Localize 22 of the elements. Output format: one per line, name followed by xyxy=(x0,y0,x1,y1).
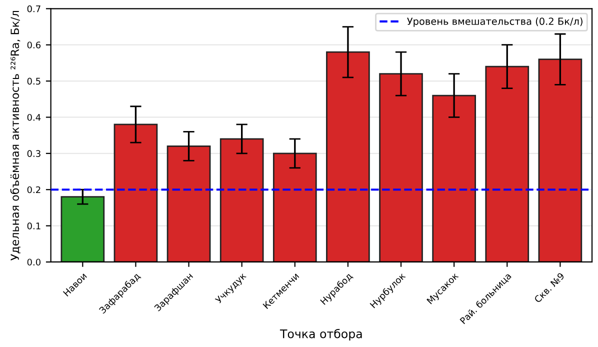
y-tick-label: 0.3 xyxy=(27,150,40,157)
y-tick-label: 0.1 xyxy=(27,222,40,230)
y-tick-label: 0.6 xyxy=(27,42,41,48)
bar xyxy=(485,66,530,262)
y-tick-label: 0.4 xyxy=(27,114,41,121)
y-tick-label: 0.5 xyxy=(27,78,40,85)
bar xyxy=(432,94,476,262)
legend-label: Уровень вмешательства (0.2 Бк/л) xyxy=(407,17,582,27)
bar xyxy=(379,73,423,262)
y-tick-label: 0.2 xyxy=(27,186,40,194)
bar xyxy=(60,196,105,262)
y-axis-title: Удельная объёмная активность ²²⁶Ra, Бк/л xyxy=(10,10,20,260)
bar xyxy=(272,152,317,262)
bar xyxy=(166,145,211,262)
bar xyxy=(114,124,158,262)
bar xyxy=(326,51,370,262)
x-axis-title: Точка отбора xyxy=(280,328,362,341)
x-tick-label: Скв. №9 xyxy=(534,272,565,304)
bar xyxy=(220,138,264,262)
y-tick-label: 0.0 xyxy=(27,258,41,266)
y-tick-label: 0.7 xyxy=(27,5,40,12)
bar xyxy=(538,58,582,262)
